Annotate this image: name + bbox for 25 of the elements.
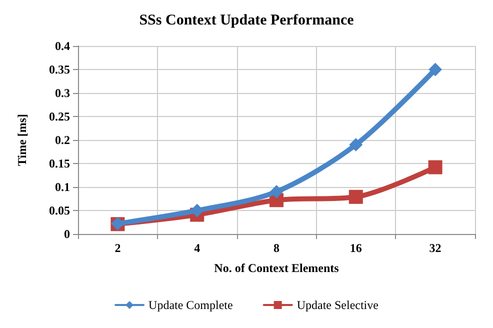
x-tick-label: 32: [429, 241, 442, 255]
point: [349, 138, 362, 152]
y-tick-label: 0: [64, 227, 70, 241]
x-axis-title: No. of Context Elements: [214, 261, 340, 275]
y-tick-label: 0.4: [55, 39, 70, 53]
y-tick-label: 0.15: [49, 156, 70, 170]
point: [270, 185, 283, 198]
point: [428, 63, 442, 76]
legend-label: Update Selective: [296, 298, 378, 312]
x-tick-label: 4: [194, 241, 200, 255]
x-tick-label: 16: [350, 241, 362, 255]
y-tick-label: 0.35: [49, 62, 70, 76]
y-tick-label: 0.25: [49, 110, 70, 124]
legend-label: Update Complete: [148, 298, 233, 312]
x-tick-label: 2: [114, 241, 121, 255]
y-tick-label: 0.05: [49, 204, 70, 218]
point: [190, 204, 204, 217]
x-tick-label: 8: [274, 241, 280, 255]
point: [428, 160, 442, 174]
chart-title: SSs Context Update Performance: [139, 12, 354, 28]
y-tick-label: 0.1: [55, 180, 70, 194]
y-tick-label: 0.2: [55, 133, 70, 147]
y-axis-title: Time [ms]: [15, 114, 29, 166]
point: [348, 190, 363, 204]
y-tick-label: 0.3: [55, 86, 70, 100]
